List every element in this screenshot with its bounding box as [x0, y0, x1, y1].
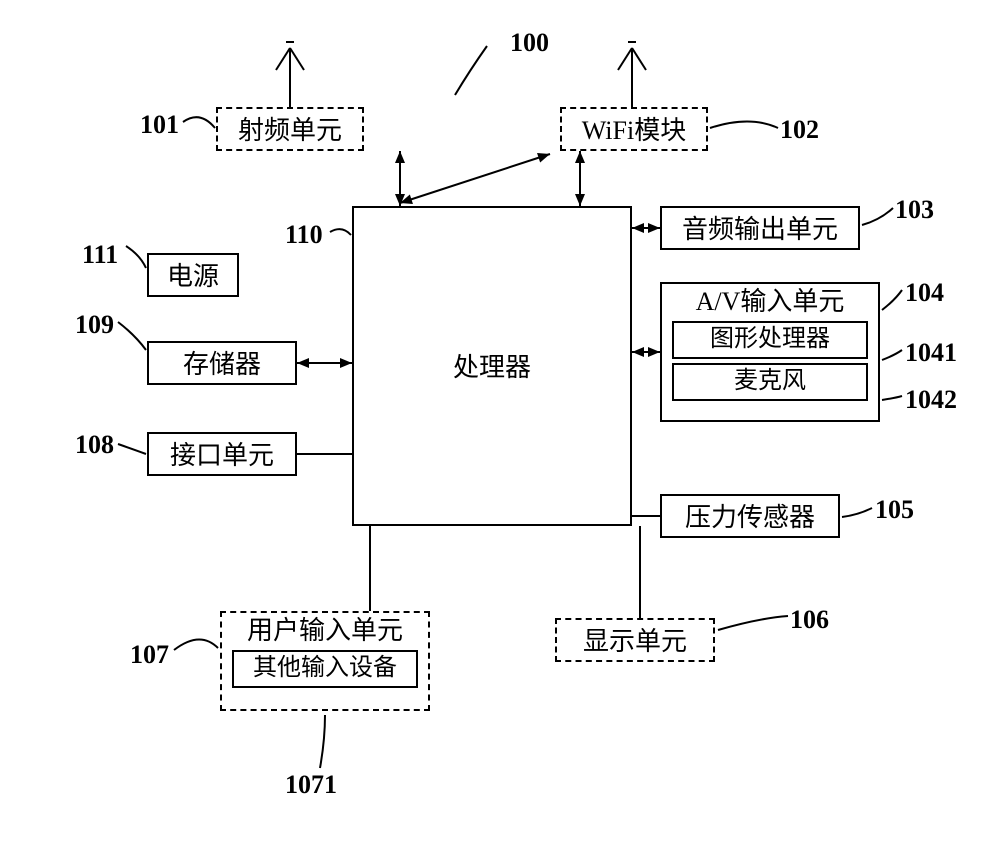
- block-user_input: 用户输入单元其他输入设备: [220, 611, 430, 711]
- ref-label-103: 103: [895, 195, 934, 225]
- ref-label-109: 109: [75, 310, 114, 340]
- block-display: 显示单元: [555, 618, 715, 662]
- ref-label-105: 105: [875, 495, 914, 525]
- block-label: 音频输出单元: [676, 212, 844, 245]
- ref-label-106: 106: [790, 605, 829, 635]
- ref-label-111: 111: [82, 240, 118, 270]
- block-label: WiFi模块: [576, 113, 692, 146]
- block-interface: 接口单元: [147, 432, 297, 476]
- block-rf_unit: 射频单元: [216, 107, 364, 151]
- ref-label-101: 101: [140, 110, 179, 140]
- block-label: 压力传感器: [679, 500, 821, 533]
- block-label: 存储器: [177, 347, 267, 380]
- block-label: 接口单元: [164, 438, 280, 471]
- ref-label-110: 110: [285, 220, 323, 250]
- ref-label-102: 102: [780, 115, 819, 145]
- ref-label-108: 108: [75, 430, 114, 460]
- block-label: 电源: [161, 259, 225, 292]
- ref-label-1071: 1071: [285, 770, 337, 800]
- block-pressure: 压力传感器: [660, 494, 840, 538]
- block-memory: 存储器: [147, 341, 297, 385]
- ref-label-100: 100: [510, 28, 549, 58]
- diagram-canvas: 射频单元 WiFi模块音频输出单元 A/V输入单元图形处理器麦克风压力传感器显示单元…: [0, 0, 1000, 843]
- block-label: A/V输入单元: [662, 284, 878, 317]
- block-label: 处理器: [447, 350, 537, 383]
- ref-label-1042: 1042: [905, 385, 957, 415]
- block-wifi_module: WiFi模块: [560, 107, 708, 151]
- ref-label-1041: 1041: [905, 338, 957, 368]
- block-label: 显示单元: [577, 624, 693, 657]
- block-gpu: 图形处理器: [672, 321, 868, 359]
- block-label: 射频单元: [232, 113, 348, 146]
- block-label: 用户输入单元: [222, 613, 428, 646]
- ref-label-104: 104: [905, 278, 944, 308]
- block-power: 电源: [147, 253, 239, 297]
- block-processor: 处理器: [352, 206, 632, 526]
- block-other_input: 其他输入设备: [232, 650, 418, 688]
- block-audio_out: 音频输出单元: [660, 206, 860, 250]
- block-av_input: A/V输入单元图形处理器麦克风: [660, 282, 880, 422]
- ref-label-107: 107: [130, 640, 169, 670]
- block-mic: 麦克风: [672, 363, 868, 401]
